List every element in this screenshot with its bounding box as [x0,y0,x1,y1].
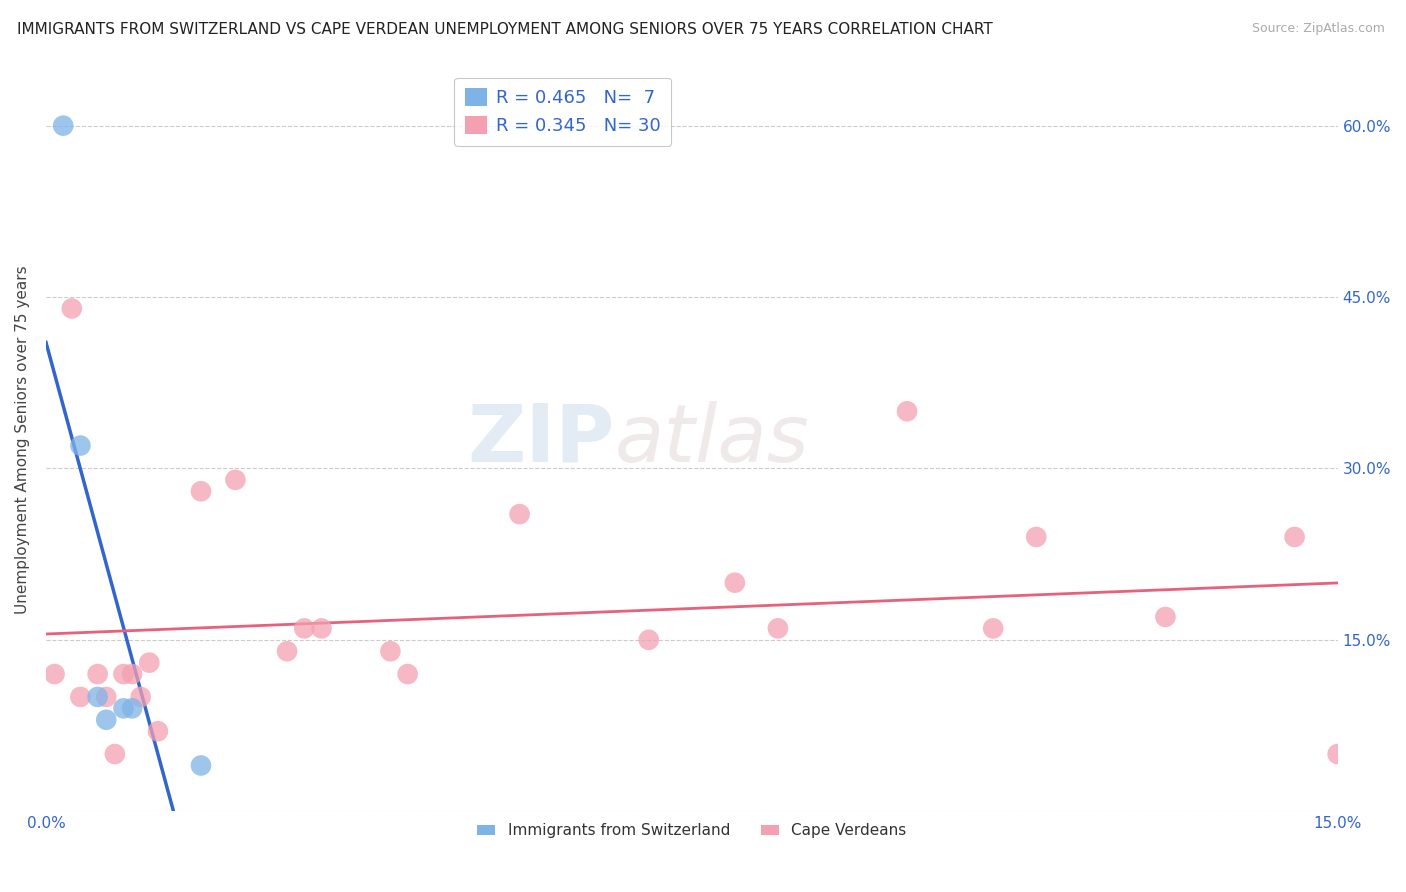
Point [509,507,531,521]
Point [96,713,118,727]
Point [766,621,789,635]
Point [380,644,402,658]
Point [60,301,83,316]
Text: atlas: atlas [614,401,808,479]
Point [724,575,747,590]
Text: IMMIGRANTS FROM SWITZERLAND VS CAPE VERDEAN UNEMPLOYMENT AMONG SENIORS OVER 75 Y: IMMIGRANTS FROM SWITZERLAND VS CAPE VERD… [17,22,993,37]
Point [69,439,91,453]
Point [86,667,108,681]
Point [1154,610,1177,624]
Point [292,621,315,635]
Point [104,747,127,761]
Point [121,701,143,715]
Legend: Immigrants from Switzerland, Cape Verdeans: Immigrants from Switzerland, Cape Verdea… [471,817,912,845]
Y-axis label: Unemployment Among Seniors over 75 years: Unemployment Among Seniors over 75 years [15,266,30,615]
Point [1326,747,1348,761]
Point [129,690,152,704]
Point [138,656,160,670]
Point [896,404,918,418]
Point [86,690,108,704]
Point [121,667,143,681]
Point [396,667,419,681]
Text: ZIP: ZIP [467,401,614,479]
Point [96,690,118,704]
Point [44,667,66,681]
Point [276,644,298,658]
Point [311,621,333,635]
Point [637,632,659,647]
Point [69,690,91,704]
Point [981,621,1004,635]
Point [190,758,212,772]
Point [190,484,212,499]
Point [112,701,135,715]
Point [146,724,169,739]
Point [1025,530,1047,544]
Point [112,667,135,681]
Text: Source: ZipAtlas.com: Source: ZipAtlas.com [1251,22,1385,36]
Point [52,119,75,133]
Point [1284,530,1306,544]
Point [224,473,246,487]
